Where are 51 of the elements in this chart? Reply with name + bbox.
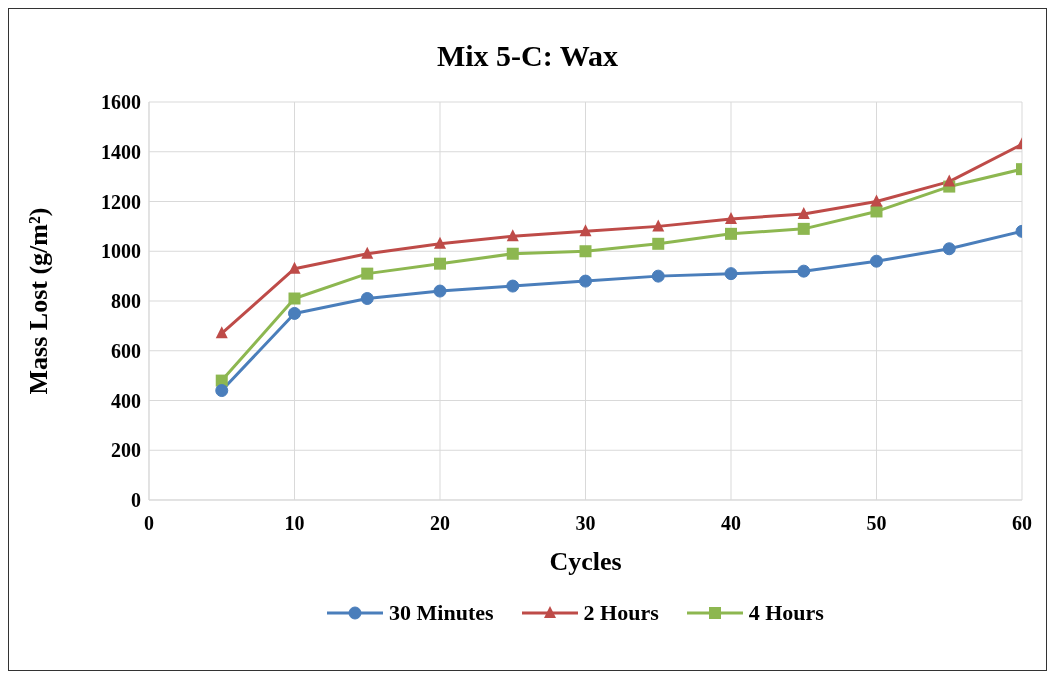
point xyxy=(288,292,301,305)
point xyxy=(943,174,956,187)
y-axis-title: Mass Lost (g/m²) xyxy=(24,207,53,395)
point xyxy=(579,224,592,237)
point xyxy=(942,242,956,256)
point xyxy=(797,264,811,278)
y-tick-label: 400 xyxy=(111,389,141,412)
legend-label: 4 Hours xyxy=(748,600,824,626)
x-tick-label: 30 xyxy=(575,512,596,535)
y-tick-label: 1200 xyxy=(101,190,141,213)
point xyxy=(725,227,737,240)
point xyxy=(288,306,301,320)
point xyxy=(288,261,301,274)
legend-label: 2 Hours xyxy=(583,600,659,626)
x-tick-label: 50 xyxy=(866,512,887,535)
point xyxy=(215,384,229,398)
point xyxy=(579,245,592,258)
point xyxy=(433,284,447,298)
point xyxy=(506,229,519,242)
point xyxy=(434,236,446,249)
y-tick-label: 1600 xyxy=(101,91,141,114)
point xyxy=(725,211,737,224)
point xyxy=(870,194,883,207)
chart-title: Mix 5-C: Wax xyxy=(435,38,620,74)
point xyxy=(724,267,738,281)
y-tick-label: 1400 xyxy=(101,140,141,163)
legend-label: 30 Minutes xyxy=(389,600,494,626)
point xyxy=(797,222,810,235)
point xyxy=(506,247,519,260)
point xyxy=(651,269,665,283)
point xyxy=(870,254,883,268)
point xyxy=(506,279,520,293)
y-tick-label: 0 xyxy=(131,489,141,512)
point xyxy=(579,274,592,288)
y-tick-label: 200 xyxy=(111,439,141,462)
x-tick-label: 40 xyxy=(721,512,741,535)
x-tick-label: 10 xyxy=(284,512,305,535)
y-tick-label: 600 xyxy=(111,339,141,362)
x-tick-label: 60 xyxy=(1012,512,1032,535)
y-tick-label: 800 xyxy=(111,290,141,313)
point xyxy=(215,326,228,339)
point xyxy=(797,206,810,219)
point xyxy=(360,292,374,306)
x-tick-label: 20 xyxy=(430,512,450,535)
point xyxy=(361,267,374,280)
x-axis-title: Cycles xyxy=(549,547,622,576)
point xyxy=(652,237,665,250)
point xyxy=(652,219,665,232)
point xyxy=(361,246,374,259)
y-tick-label: 1000 xyxy=(101,240,141,263)
point xyxy=(434,257,446,270)
